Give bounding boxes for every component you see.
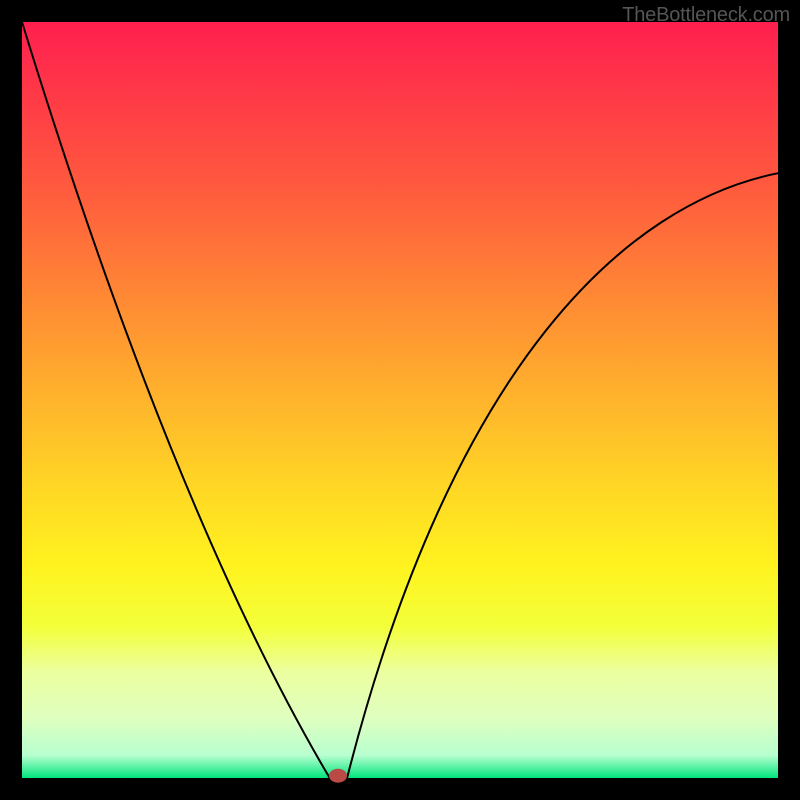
chart-container [0,0,800,800]
bottleneck-chart [0,0,800,800]
watermark-text: TheBottleneck.com [622,4,790,27]
optimal-point-marker [329,769,347,783]
chart-background [22,22,778,778]
